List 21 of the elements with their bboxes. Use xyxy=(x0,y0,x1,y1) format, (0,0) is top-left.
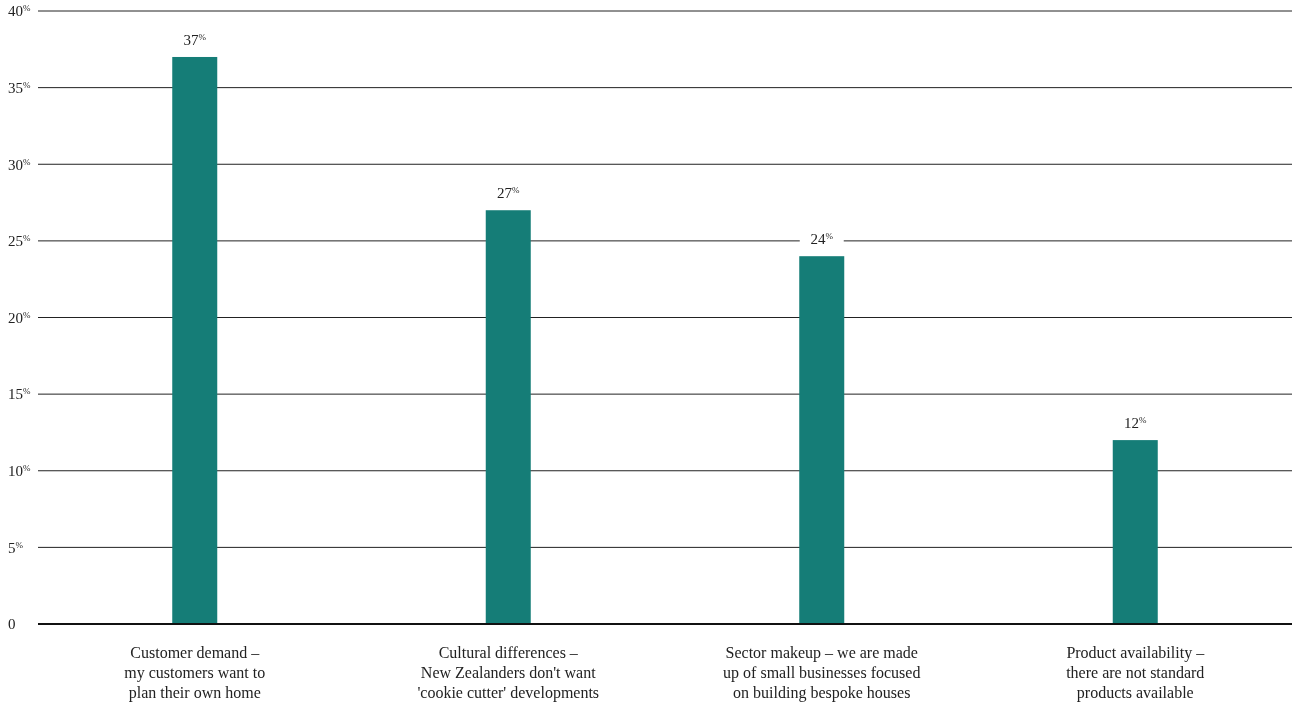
bar xyxy=(1112,440,1158,624)
y-tick-label: 5$^{%}$ xyxy=(8,539,24,556)
data-label: 27$^{%}$ xyxy=(497,185,520,202)
x-tick-label: Sector makeup – we are made up of small businesses focused on building bespoke houses xyxy=(723,644,921,702)
y-tick-label: 0 xyxy=(8,616,16,633)
x-tick-label: Customer demand – my customers want to plan their own home xyxy=(124,644,266,702)
x-tick-label: Cultural differences – New Zealanders don't want 'cookie cutter' developments xyxy=(417,644,600,702)
y-tick-label: 20$^{%}$ xyxy=(8,309,31,326)
y-tick-label: 10$^{%}$ xyxy=(8,463,31,479)
data-label: 24$^{%}$ xyxy=(810,231,834,248)
bar xyxy=(172,56,218,624)
x-tick-label: Product availability – there are not standard products available xyxy=(1066,644,1206,702)
bar xyxy=(799,256,845,624)
y-tick-label: 25$^{%}$ xyxy=(8,233,31,250)
data-label: 37$^{%}$ xyxy=(183,31,207,48)
data-label: 12$^{%}$ xyxy=(1124,415,1147,432)
bar xyxy=(485,210,531,624)
y-tick-label: 40$^{%}$ xyxy=(8,3,31,20)
y-tick-label: 30$^{%}$ xyxy=(8,156,31,173)
y-tick-label: 15$^{%}$ xyxy=(8,386,31,403)
y-tick-label: 35$^{%}$ xyxy=(8,79,31,96)
